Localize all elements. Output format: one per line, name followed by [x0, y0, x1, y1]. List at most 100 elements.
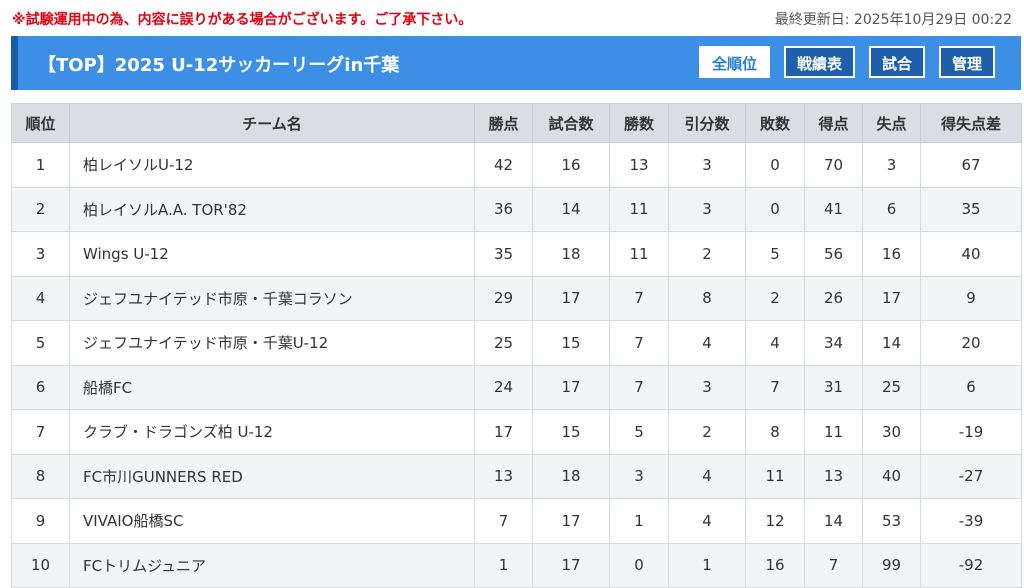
stat-cell: 14: [532, 186, 610, 232]
team-name-cell: ジェフユナイテッド市原・千葉U-12: [69, 320, 475, 366]
table-row: 3 Wings U-12 35 18 11 2 5 56 16 40: [11, 231, 1022, 277]
stat-cell: 99: [862, 542, 921, 588]
stat-cell: 5: [609, 409, 669, 455]
stat-cell: 16: [862, 231, 921, 277]
stat-cell: 70: [804, 142, 863, 188]
table-row: 4 ジェフユナイテッド市原・千葉コラソン 29 17 7 8 2 26 17 9: [11, 275, 1022, 321]
stat-cell: 13: [609, 142, 669, 188]
column-header[interactable]: チーム名: [69, 103, 475, 143]
stat-cell: 67: [920, 142, 1022, 188]
stat-cell: 7: [609, 275, 669, 321]
notice-text: ※試験運用中の為、内容に誤りがある場合がございます。ご了承下さい。: [12, 12, 473, 28]
stat-cell: 35: [920, 186, 1022, 232]
stat-cell: 17: [532, 542, 610, 588]
stat-cell: 11: [745, 453, 805, 499]
stat-cell: 1: [668, 542, 746, 588]
column-header[interactable]: 失点: [862, 103, 921, 143]
table-row: 8 FC市川GUNNERS RED 13 18 3 4 11 13 40 -27: [11, 453, 1022, 499]
standings-table: 順位 チーム名 勝点 試合数 勝数 引分数 敗数 得点 失点 得失点差 1 柏レイソルU-12 42 1…: [11, 103, 1022, 588]
stat-cell: 14: [862, 320, 921, 366]
nav-matches-button[interactable]: 試合: [868, 46, 925, 78]
stat-cell: 1: [609, 498, 669, 544]
stat-cell: 40: [862, 453, 921, 499]
rank-cell: 9: [11, 498, 70, 544]
header-nav: 全順位 戦績表 試合 管理: [698, 46, 995, 78]
rank-cell: 10: [11, 542, 70, 588]
stat-cell: -39: [920, 498, 1022, 544]
stat-cell: 11: [609, 186, 669, 232]
stat-cell: 40: [920, 231, 1022, 277]
stat-cell: 7: [745, 364, 805, 410]
rank-cell: 6: [11, 364, 70, 410]
stat-cell: 3: [862, 142, 921, 188]
nav-results-table-button[interactable]: 戦績表: [783, 46, 855, 78]
rank-cell: 8: [11, 453, 70, 499]
column-header[interactable]: 勝点: [474, 103, 533, 143]
rank-cell: 1: [11, 142, 70, 188]
table-row: 6 船橋FC 24 17 7 3 7 31 25 6: [11, 364, 1022, 410]
stat-cell: 17: [532, 275, 610, 321]
column-header[interactable]: 引分数: [668, 103, 746, 143]
column-header[interactable]: 試合数: [532, 103, 610, 143]
column-header[interactable]: 順位: [11, 103, 70, 143]
stat-cell: 31: [804, 364, 863, 410]
stat-cell: 0: [745, 186, 805, 232]
top-bar: ※試験運用中の為、内容に誤りがある場合がございます。ご了承下さい。 最終更新日:…: [0, 0, 1024, 36]
stat-cell: 30: [862, 409, 921, 455]
stat-cell: 17: [474, 409, 533, 455]
team-name-cell: VIVAIO船橋SC: [69, 498, 475, 544]
stat-cell: 3: [609, 453, 669, 499]
team-name-cell: FCトリムジュニア: [69, 542, 475, 588]
team-name-cell: FC市川GUNNERS RED: [69, 453, 475, 499]
stat-cell: 56: [804, 231, 863, 277]
team-name-cell: Wings U-12: [69, 231, 475, 277]
table-row: 10 FCトリムジュニア 1 17 0 1 16 7 99 -92: [11, 542, 1022, 588]
stat-cell: 6: [862, 186, 921, 232]
stat-cell: 36: [474, 186, 533, 232]
table-row: 1 柏レイソルU-12 42 16 13 3 0 70 3 67: [11, 142, 1022, 188]
column-header[interactable]: 勝数: [609, 103, 669, 143]
stat-cell: 18: [532, 231, 610, 277]
stat-cell: 3: [668, 364, 746, 410]
stat-cell: 35: [474, 231, 533, 277]
table-row: 7 クラブ・ドラゴンズ柏 U-12 17 15 5 2 8 11 30 -19: [11, 409, 1022, 455]
stat-cell: 16: [532, 142, 610, 188]
stat-cell: -92: [920, 542, 1022, 588]
stat-cell: 0: [609, 542, 669, 588]
stat-cell: 11: [609, 231, 669, 277]
stat-cell: 13: [474, 453, 533, 499]
stat-cell: 24: [474, 364, 533, 410]
stat-cell: 8: [745, 409, 805, 455]
stat-cell: 20: [920, 320, 1022, 366]
stat-cell: 42: [474, 142, 533, 188]
stat-cell: 4: [668, 453, 746, 499]
column-header[interactable]: 得点: [804, 103, 863, 143]
stat-cell: 3: [668, 142, 746, 188]
table-row: 5 ジェフユナイテッド市原・千葉U-12 25 15 7 4 4 34 14 20: [11, 320, 1022, 366]
stat-cell: 15: [532, 320, 610, 366]
stat-cell: 0: [745, 142, 805, 188]
stat-cell: 14: [804, 498, 863, 544]
stat-cell: 2: [745, 275, 805, 321]
stat-cell: 12: [745, 498, 805, 544]
nav-all-standings-button[interactable]: 全順位: [698, 46, 770, 78]
stat-cell: 7: [804, 542, 863, 588]
team-name-cell: 柏レイソルU-12: [69, 142, 475, 188]
rank-cell: 5: [11, 320, 70, 366]
stat-cell: 53: [862, 498, 921, 544]
rank-cell: 2: [11, 186, 70, 232]
column-header[interactable]: 敗数: [745, 103, 805, 143]
stat-cell: 15: [532, 409, 610, 455]
stat-cell: 3: [668, 186, 746, 232]
stat-cell: 11: [804, 409, 863, 455]
nav-admin-button[interactable]: 管理: [938, 46, 995, 78]
column-header[interactable]: 得失点差: [920, 103, 1022, 143]
team-name-cell: ジェフユナイテッド市原・千葉コラソン: [69, 275, 475, 321]
stat-cell: 17: [532, 364, 610, 410]
stat-cell: 4: [668, 320, 746, 366]
team-name-cell: クラブ・ドラゴンズ柏 U-12: [69, 409, 475, 455]
stat-cell: 18: [532, 453, 610, 499]
rank-cell: 7: [11, 409, 70, 455]
stat-cell: 41: [804, 186, 863, 232]
stat-cell: 2: [668, 231, 746, 277]
